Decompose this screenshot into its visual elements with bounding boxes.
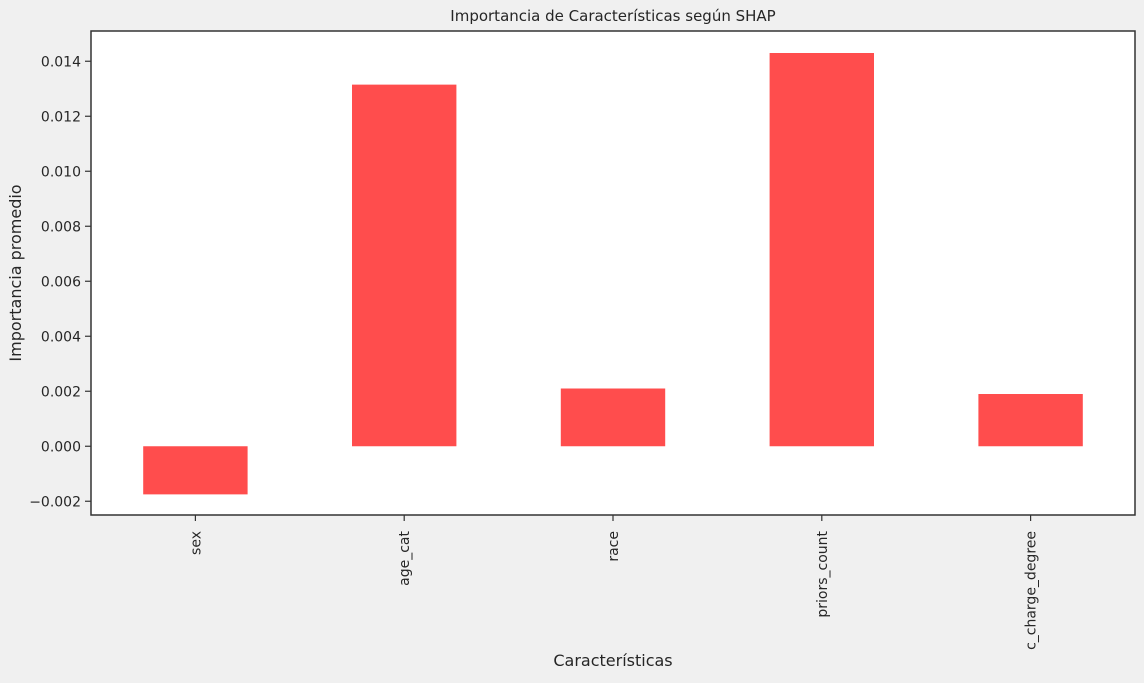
bar-age_cat: [352, 84, 457, 447]
y-tick-label: −0.002: [29, 494, 81, 510]
y-tick-label: 0.014: [41, 54, 81, 70]
y-tick-label: 0.002: [41, 384, 81, 400]
y-tick-label: 0.000: [41, 439, 81, 455]
x-ticks: sex age_cat race priors_count c_charge_degre…: [188, 515, 1040, 650]
x-tick-label-age_cat: age_cat: [397, 531, 413, 586]
bar-c_charge_degree: [978, 394, 1083, 447]
y-axis-label: Importancia promedio: [6, 184, 25, 361]
y-ticks: −0.002 0.000 0.002 0.004 0.006 0.008 0.010 0.01…: [29, 54, 91, 510]
bar-sex: [143, 446, 248, 495]
y-tick-label: 0.010: [41, 164, 81, 180]
y-tick-label: 0.004: [41, 329, 81, 345]
y-tick-label: 0.006: [41, 274, 81, 290]
bar-race: [560, 388, 666, 447]
x-tick-label-priors_count: priors_count: [815, 531, 831, 618]
x-tick-label-sex: sex: [188, 531, 204, 555]
plot-frame: [90, 30, 1136, 516]
chart-title: Importancia de Características según SHA…: [450, 7, 775, 25]
y-tick-label: 0.008: [41, 219, 81, 235]
bar-priors_count: [769, 53, 874, 447]
x-axis-label: Características: [553, 651, 672, 670]
x-tick-label-race: race: [606, 531, 622, 562]
bars-layer: [143, 53, 1083, 495]
x-tick-label-c_charge_degree: c_charge_degree: [1024, 531, 1040, 650]
y-tick-label: 0.012: [41, 109, 81, 125]
